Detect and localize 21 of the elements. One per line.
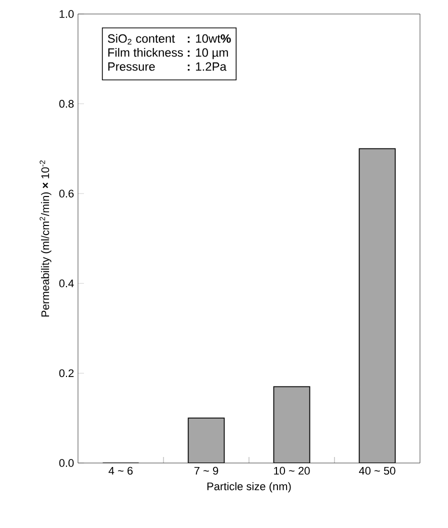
y-tick-label: 0.0 bbox=[59, 459, 74, 467]
y-tick-label: 1.0 bbox=[60, 10, 74, 18]
annotation: Pressure bbox=[108, 62, 155, 71]
bar bbox=[358, 148, 396, 463]
x-tick-label: 40 ~ 50 bbox=[358, 466, 396, 475]
annotation: SiO$_{2}$ content bbox=[108, 34, 175, 44]
annotation: : 10wt% bbox=[188, 34, 231, 43]
y-tick-label: 0.4 bbox=[59, 280, 74, 288]
bar bbox=[188, 418, 225, 463]
x-axis-title: Particle size (nm) bbox=[207, 482, 291, 492]
annotation: Film thickness bbox=[108, 48, 183, 57]
annotation: : 10 µm bbox=[188, 48, 228, 60]
y-axis-title: Permeability (ml/cm$^{2}$/min) × 10$^{-2}$ bbox=[40, 160, 52, 317]
x-tick-label: 4 ~ 6 bbox=[108, 466, 133, 475]
y-tick-label: 0.2 bbox=[59, 369, 74, 378]
x-tick-label: 10 ~ 20 bbox=[274, 466, 310, 475]
y-tick-label: 0.8 bbox=[59, 100, 74, 108]
y-tick-label: 0.6 bbox=[59, 190, 74, 198]
bar bbox=[273, 386, 310, 463]
x-tick-label: 7 ~ 9 bbox=[194, 466, 218, 475]
annotation: : 1.2Pa bbox=[188, 62, 226, 71]
